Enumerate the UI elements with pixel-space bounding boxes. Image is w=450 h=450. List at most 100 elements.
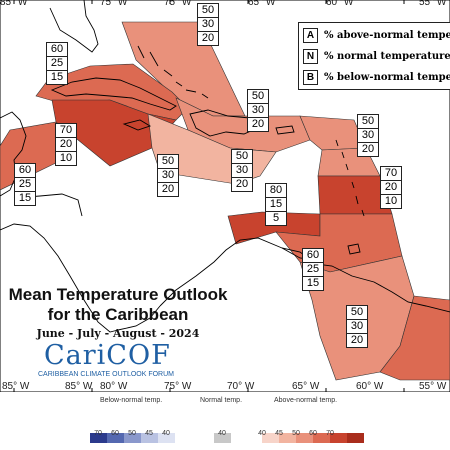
prob-below: 20 (350, 334, 364, 346)
color-scale-legend: Below-normal temp. Normal temp. Above-no… (0, 392, 450, 450)
lon-label-bottom-80: 80° W (100, 381, 128, 392)
map-title-line2: for the Caribbean (47, 305, 189, 324)
lon-label-bottom-85: 85° W (2, 381, 30, 392)
lon-label-bottom-65: 65° W (292, 381, 320, 392)
prob-above: 50 (198, 4, 218, 18)
longitude-ticks (13, 0, 405, 392)
scale-tick-below-45: 45 (145, 430, 153, 437)
swatch-above-40 (262, 433, 279, 443)
prob-box-guyanas: 50 30 20 (346, 305, 368, 348)
lon-label-bottom-75: 75° W (164, 381, 192, 392)
lon-label-bottom-70: 70° W (227, 381, 255, 392)
scale-tick-above-45: 45 (275, 430, 283, 437)
prob-box-belize: 60 25 15 (14, 163, 36, 206)
scale-below-label: Below-normal temp. (100, 397, 163, 404)
trinidad-shape (347, 243, 361, 255)
prob-box-lesser-antilles: 50 30 20 (357, 114, 379, 157)
swatch-below-70 (90, 433, 107, 443)
scale-tick-above-50: 50 (292, 430, 300, 437)
prob-box-haiti: 50 30 20 (157, 154, 179, 197)
key-row-normal: N % normal temperature (303, 48, 450, 64)
yucatan-coast (0, 111, 27, 197)
prob-normal: 20 (56, 138, 76, 152)
swatch-above-70 (330, 433, 347, 443)
prob-normal: 25 (303, 263, 323, 277)
prob-below: 20 (251, 118, 265, 130)
key-letter-a: A (303, 27, 318, 43)
scale-tick-above-70: 70 (326, 430, 334, 437)
prob-normal: 25 (15, 178, 35, 192)
swatch-below-50 (124, 433, 141, 443)
prob-box-hispaniola-south: 50 30 20 (231, 149, 253, 192)
lon-label-top-75-west: 75° W (100, 0, 128, 8)
prob-above: 60 (15, 164, 35, 178)
prob-below: 20 (235, 178, 249, 190)
lesser-antilles-islands (335, 139, 365, 217)
swatch-below-40 (158, 433, 175, 443)
prob-box-trinidad: 60 25 15 (302, 248, 324, 291)
prob-below: 15 (18, 192, 32, 204)
scale-tick-normal-40: 40 (218, 430, 226, 437)
prob-below: 20 (201, 32, 215, 44)
florida-coast (49, 0, 99, 53)
key-row-above: A % above-normal temperature (303, 27, 450, 43)
prob-above: 50 (232, 150, 252, 164)
panama-coast (117, 305, 161, 331)
lon-label-bottom-60: 60° W (356, 381, 384, 392)
scale-tick-below-60: 60 (111, 430, 119, 437)
prob-normal: 30 (358, 129, 378, 143)
scale-above-label: Above-normal temp. (274, 397, 338, 404)
prob-below: 10 (59, 152, 73, 164)
prob-above: 70 (381, 167, 401, 181)
prob-above: 60 (303, 249, 323, 263)
prob-normal: 30 (232, 164, 252, 178)
swatch-normal (214, 433, 231, 443)
prob-box-jamaica: 70 20 10 (55, 123, 77, 166)
lon-label-top-55: 55° W (419, 0, 447, 8)
scale-tick-above-60: 60 (309, 430, 317, 437)
key-text-normal: % normal temperature (324, 50, 450, 62)
prob-normal: 30 (248, 104, 268, 118)
prob-above: 70 (56, 124, 76, 138)
lon-label-bottom-85b: 85° W (65, 381, 93, 392)
swatch-below-45 (141, 433, 158, 443)
prob-normal: 30 (347, 320, 367, 334)
prob-below: 15 (50, 71, 64, 83)
prob-box-bahamas: 50 30 20 (197, 3, 219, 46)
prob-below: 5 (272, 212, 280, 224)
key-text-below: % below-normal temperature (324, 71, 450, 83)
jamaica-shape (122, 119, 152, 131)
prob-normal: 25 (47, 57, 67, 71)
bahamas-islands (137, 45, 209, 99)
swatch-above-50 (296, 433, 313, 443)
prob-above: 50 (158, 155, 178, 169)
swatch-above-45 (279, 433, 296, 443)
prob-below: 15 (306, 277, 320, 289)
prob-normal: 15 (266, 198, 286, 212)
prob-above: 50 (358, 115, 378, 129)
cuba-shape (50, 77, 177, 111)
key-letter-n: N (303, 48, 318, 64)
prob-below: 20 (161, 183, 175, 195)
swatch-below-60 (107, 433, 124, 443)
colombia-coast (159, 237, 450, 313)
probability-key: A % above-normal temperature N % normal … (298, 22, 450, 90)
key-letter-b: B (303, 69, 318, 85)
swatch-above-60 (313, 433, 330, 443)
prob-normal: 20 (381, 181, 401, 195)
puerto-rico-shape (275, 125, 295, 135)
prob-box-hispaniola: 50 30 20 (247, 89, 269, 132)
lon-label-top-65: 65° W (248, 0, 276, 8)
scale-normal-label: Normal temp. (200, 397, 243, 404)
prob-box-abc: 80 15 5 (265, 183, 287, 226)
prob-above: 60 (47, 43, 67, 57)
key-row-below: B % below-normal temperature (303, 69, 450, 85)
prob-normal: 30 (158, 169, 178, 183)
prob-above: 50 (347, 306, 367, 320)
prob-box-windward: 70 20 10 (380, 166, 402, 209)
prob-above: 80 (266, 184, 286, 198)
scale-tick-below-50: 50 (128, 430, 136, 437)
central-america-coast (0, 223, 119, 333)
prob-normal: 30 (198, 18, 218, 32)
prob-above: 50 (248, 90, 268, 104)
